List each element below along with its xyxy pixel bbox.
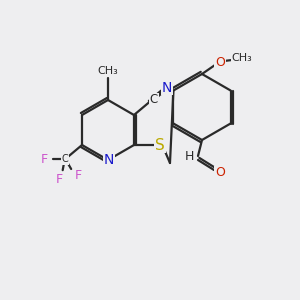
Text: CH₃: CH₃ — [232, 53, 252, 63]
Text: N: N — [104, 153, 114, 167]
Text: F: F — [75, 169, 82, 182]
Text: H: H — [184, 151, 194, 164]
Text: O: O — [215, 56, 225, 68]
Text: O: O — [215, 167, 225, 179]
Text: CH₃: CH₃ — [98, 66, 118, 76]
Text: N: N — [162, 81, 172, 94]
Text: F: F — [56, 173, 63, 186]
Text: S: S — [155, 137, 165, 152]
Text: C: C — [150, 93, 158, 106]
Text: C: C — [62, 154, 68, 164]
Text: F: F — [40, 153, 48, 166]
